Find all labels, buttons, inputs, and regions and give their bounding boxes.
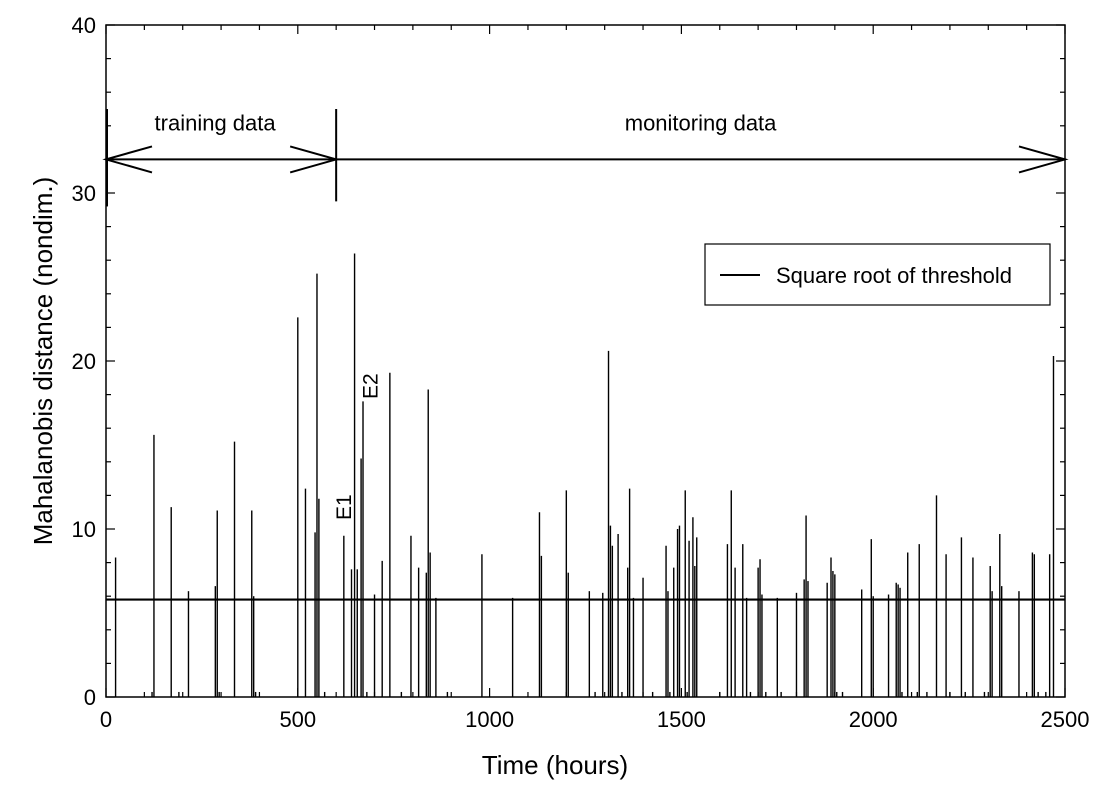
x-tick-label: 2500 bbox=[1041, 707, 1090, 732]
region-arrow-head bbox=[102, 145, 153, 174]
x-tick-label: 500 bbox=[279, 707, 316, 732]
axis-ticks: 0 500 1000 1500 2000 2500 0 10 20 30 40 bbox=[72, 13, 1090, 732]
y-tick-label: 0 bbox=[84, 685, 96, 710]
x-tick-label: 1000 bbox=[465, 707, 514, 732]
region-label: monitoring data bbox=[625, 110, 777, 135]
region-arrow-head bbox=[1018, 145, 1069, 174]
x-axis-title: Time (hours) bbox=[482, 750, 628, 780]
event-annotations: E1 E2 bbox=[333, 373, 383, 520]
y-axis-title: Mahalanobis distance (nondim.) bbox=[28, 177, 58, 546]
legend: Square root of threshold bbox=[704, 243, 1051, 306]
region-arrows: training data monitoring data bbox=[102, 109, 1069, 207]
event-label: E1 bbox=[333, 494, 356, 520]
y-tick-label: 30 bbox=[72, 181, 96, 206]
legend-label: Square root of threshold bbox=[776, 263, 1012, 288]
data-bars bbox=[114, 253, 1055, 697]
legend-box bbox=[704, 243, 1051, 306]
region-label: training data bbox=[155, 110, 277, 135]
x-tick-label: 0 bbox=[100, 707, 112, 732]
y-tick-label: 10 bbox=[72, 517, 96, 542]
x-tick-label: 2000 bbox=[849, 707, 898, 732]
y-tick-label: 20 bbox=[72, 349, 96, 374]
event-label: E2 bbox=[360, 373, 383, 399]
x-tick-label: 1500 bbox=[657, 707, 706, 732]
y-tick-label: 40 bbox=[72, 13, 96, 38]
